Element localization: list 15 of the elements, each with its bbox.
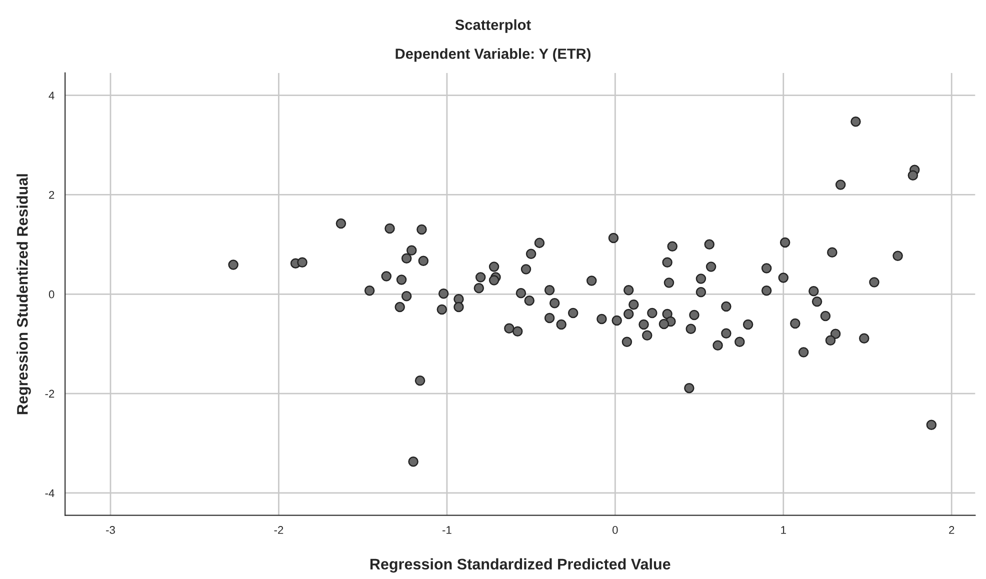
y-tick-label: 2 [49, 190, 54, 199]
x-tick-label: 0 [612, 526, 618, 534]
x-tick-label: 1 [781, 526, 786, 534]
chart-subtitle: Dependent Variable: Y (ETR) [396, 48, 590, 62]
y-tick-label: -4 [45, 489, 54, 497]
y-tick-label: 0 [48, 290, 54, 298]
y-tick-label: -2 [45, 390, 54, 398]
x-tick-label: 2 [949, 526, 954, 534]
y-tick-label: 4 [48, 92, 54, 100]
y-axis-title: Regression Studentized Residual [16, 174, 31, 414]
x-tick-label: -3 [106, 526, 115, 534]
x-tick-label: -1 [442, 526, 452, 534]
x-axis-title: Regression Standardized Predicted Value [370, 558, 670, 573]
x-tick-label: -2 [274, 526, 284, 534]
chart-title: Scatterplot [455, 19, 531, 33]
